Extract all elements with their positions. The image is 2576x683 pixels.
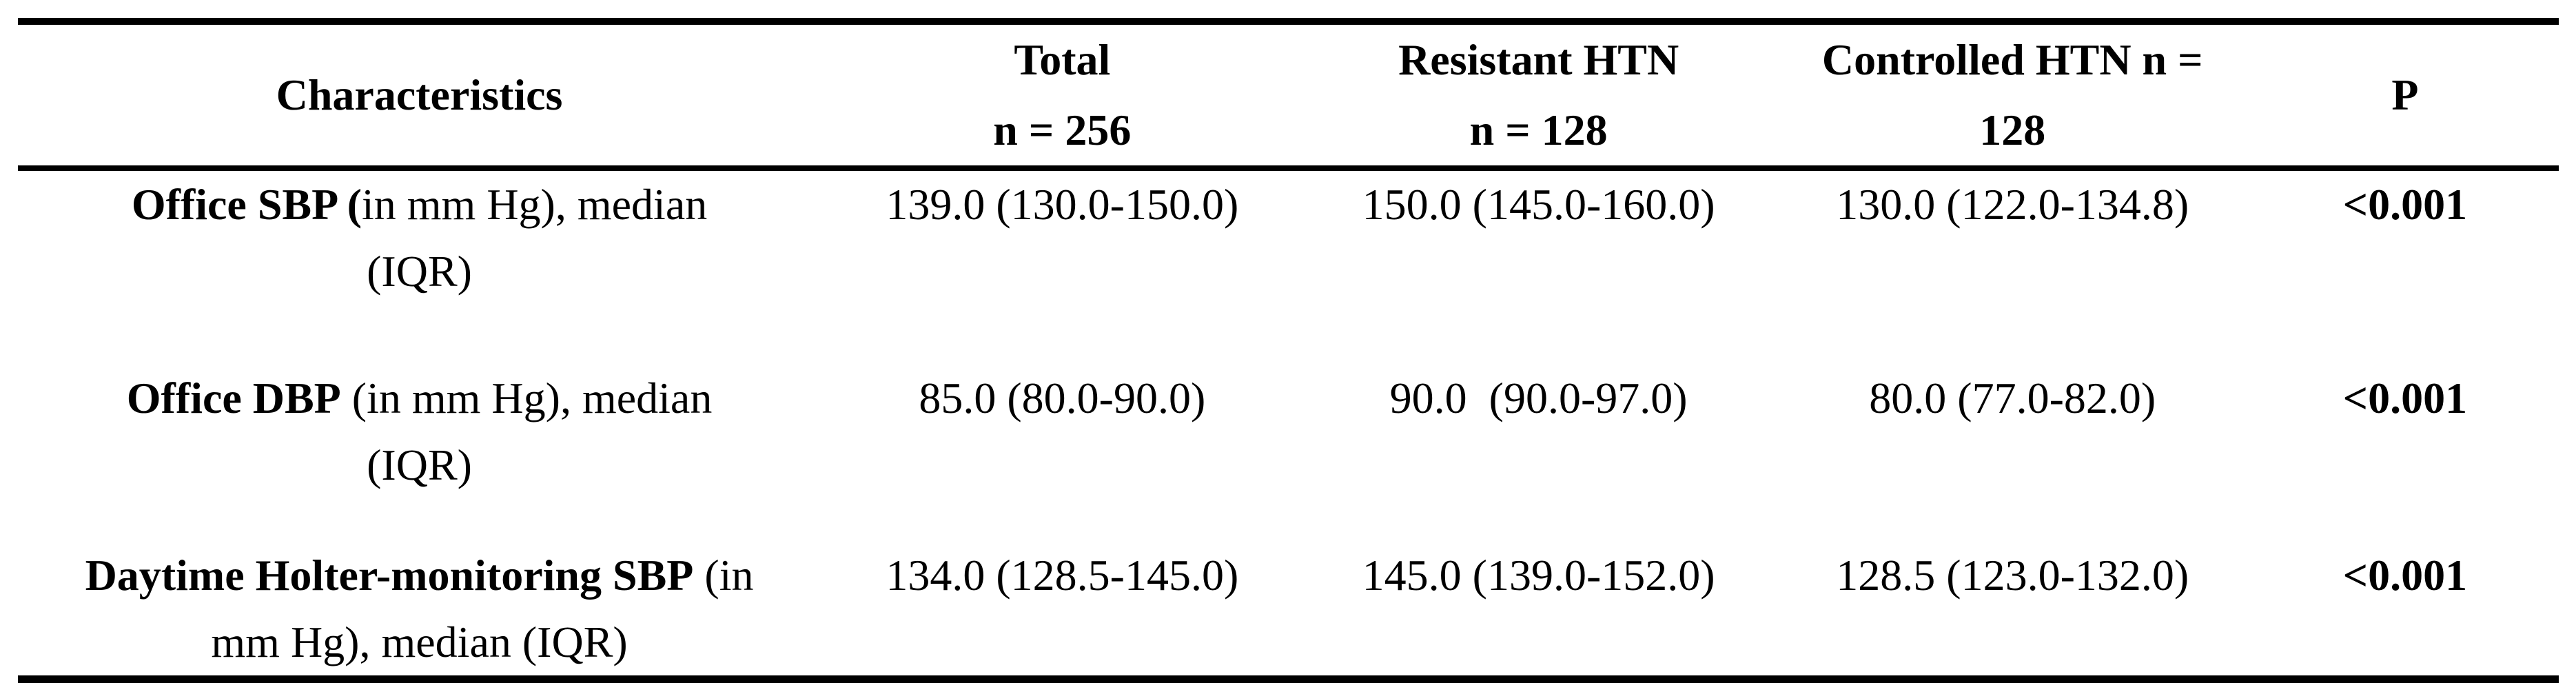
cell-p-value: <0.001	[2342, 374, 2468, 422]
col-header-p: P	[2251, 21, 2559, 171]
header-line-1: Controlled HTN n =	[1821, 35, 2203, 84]
table-row-daytime-holter-sbp: Daytime Holter-monitoring SBP (in mm Hg)…	[18, 522, 2559, 680]
cell-characteristic: Daytime Holter-monitoring SBP (in mm Hg)…	[18, 522, 821, 680]
header-line-1: Total	[1014, 35, 1111, 84]
cell-p-value: <0.001	[2342, 551, 2468, 600]
cell-p-value: <0.001	[2342, 180, 2468, 229]
characteristic-line-2: (IQR)	[367, 247, 472, 296]
col-header-controlled-htn: Controlled HTN n = 128	[1773, 21, 2251, 171]
characteristic-line-1: Office SBP (in mm Hg), median	[18, 171, 821, 238]
cell-controlled-htn-value: 80.0 (77.0-82.0)	[1869, 374, 2156, 422]
header-line-1: P	[2391, 70, 2419, 119]
header-line-2: n = 128	[1469, 105, 1608, 154]
col-header-total: Total n = 256	[821, 21, 1304, 171]
col-header-characteristics: Characteristics	[18, 21, 821, 171]
characteristic-line-1: Daytime Holter-monitoring SBP (in	[18, 542, 821, 609]
cell-resistant-htn-value: 150.0 (145.0-160.0)	[1362, 180, 1715, 229]
characteristics-table: Characteristics Total n = 256 Resistant …	[18, 18, 2559, 683]
cell-controlled-htn-value: 128.5 (123.0-132.0)	[1836, 551, 2189, 600]
characteristic-line-1: Office DBP (in mm Hg), median	[18, 365, 821, 431]
cell-total-value: 139.0 (130.0-150.0)	[886, 180, 1239, 229]
characteristic-bold-part: Office DBP	[126, 374, 341, 422]
characteristic-line-2: mm Hg), median (IQR)	[211, 618, 628, 666]
characteristic-regular-part: (in mm Hg), median	[340, 374, 713, 422]
cell-resistant-htn-value: 90.0 (90.0-97.0)	[1389, 374, 1688, 422]
characteristic-line-2: (IQR)	[367, 440, 472, 489]
header-line-2: n = 256	[993, 105, 1132, 154]
cell-resistant-htn-value: 145.0 (139.0-152.0)	[1362, 551, 1715, 600]
header-line-1: Characteristics	[276, 70, 563, 119]
header-line-2: 128	[1979, 105, 2046, 154]
cell-total-value: 85.0 (80.0-90.0)	[919, 374, 1206, 422]
table-row-office-dbp: Office DBP (in mm Hg), median (IQR) 85.0…	[18, 350, 2559, 522]
header-row: Characteristics Total n = 256 Resistant …	[18, 21, 2559, 171]
characteristic-bold-part: Office SBP (	[131, 180, 362, 229]
col-header-resistant-htn: Resistant HTN n = 128	[1303, 21, 1774, 171]
cell-total-value: 134.0 (128.5-145.0)	[886, 551, 1239, 600]
cell-characteristic: Office SBP (in mm Hg), median (IQR)	[18, 168, 821, 350]
cell-controlled-htn-value: 130.0 (122.0-134.8)	[1836, 180, 2189, 229]
characteristic-bold-part: Daytime Holter-monitoring SBP	[85, 551, 694, 600]
table-row-office-sbp: Office SBP (in mm Hg), median (IQR) 139.…	[18, 168, 2559, 350]
header-line-1: Resistant HTN	[1398, 35, 1679, 84]
characteristic-regular-part: in mm Hg), median	[361, 180, 708, 229]
cell-characteristic: Office DBP (in mm Hg), median (IQR)	[18, 350, 821, 522]
characteristic-regular-part: (in	[693, 551, 754, 600]
